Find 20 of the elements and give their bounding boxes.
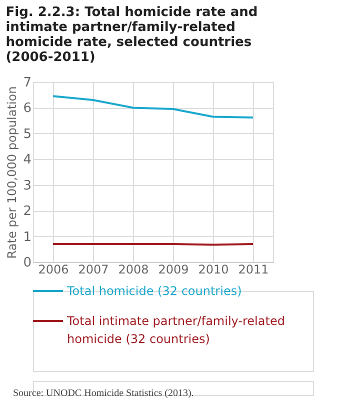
x-tick-label: 2008 [118,262,149,276]
x-tick-label: 2006 [38,262,69,276]
legend-label: Total homicide (32 countries) [66,284,242,298]
legend-label: Total intimate partner/family-related homicide (32 countries) [66,314,285,346]
x-tick-label: 2009 [158,262,189,276]
y-tick-label: 6 [23,101,32,116]
y-tick-label: 4 [23,152,32,168]
line-series [52,95,254,118]
x-tick-label: 2007 [78,262,109,276]
x-tick-label: 2010 [198,262,229,276]
chart-title: Fig. 2.2.3: Total homicide rate and intimate partner/family-related homicide rate, selected countries (2006-2011) [6,5,258,65]
y-axis-title: Rate per 100,000 population [5,86,20,259]
y-tick-label: 3 [23,178,32,194]
y-tick-label: 0 [23,256,32,270]
source-note: Source: UNODC Homicide Statistics (2013). [13,388,194,399]
y-tick-label: 2 [23,204,32,220]
y-tick-label: 5 [23,126,32,142]
y-tick-label: 7 [23,76,32,90]
x-tick-label: 2011 [238,262,269,276]
y-tick-label: 1 [23,230,32,245]
